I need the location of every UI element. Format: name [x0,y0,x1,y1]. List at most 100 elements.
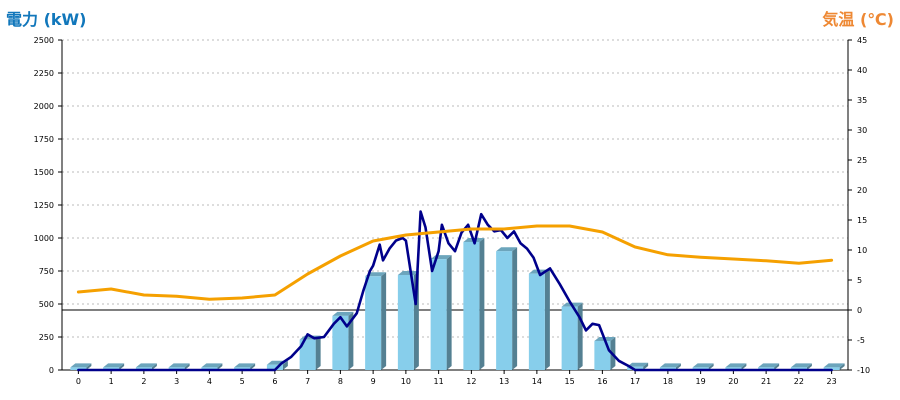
bar-top [659,363,681,368]
bar-side [184,363,190,370]
bar-top [692,363,714,368]
right-tick-label: 20 [857,186,867,195]
x-tick-label: 22 [794,377,804,386]
left-tick-label: 1250 [34,201,54,210]
x-tick-label: 15 [565,377,575,386]
right-tick-label: 40 [857,66,867,75]
right-tick-label: -10 [857,366,870,375]
x-tick-label: 23 [827,377,837,386]
bar [201,367,218,370]
bar-side [479,237,485,370]
bar-side [282,360,288,370]
bar-side [217,363,223,370]
left-tick-label: 1500 [34,168,54,177]
x-tick-label: 6 [272,377,277,386]
bar [70,367,87,370]
bar-top [823,363,845,368]
bar-side [774,363,780,370]
bar-top [201,363,223,368]
x-tick-label: 17 [630,377,640,386]
right-tick-label: 10 [857,246,867,255]
x-tick-label: 1 [109,377,114,386]
x-tick-label: 20 [728,377,738,386]
bar-side [119,363,125,370]
bar [332,315,349,370]
x-tick-label: 10 [401,377,411,386]
x-tick-label: 2 [141,377,146,386]
x-tick-label: 14 [532,377,542,386]
bar-side [250,363,256,370]
bar-side [839,363,845,370]
bar-top [70,363,92,368]
bar [266,364,283,370]
bar-side [544,269,550,370]
bar [103,367,120,370]
bar [561,306,578,370]
bar [823,367,840,370]
left-tick-label: 2000 [34,102,54,111]
bar-top [332,311,354,316]
bar-side [643,362,649,370]
left-tick-label: 2500 [34,36,54,45]
bar-side [675,363,681,370]
power-line [77,210,833,372]
bar [725,367,742,370]
x-tick-label: 11 [434,377,444,386]
x-tick-label: 21 [761,377,771,386]
x-tick-label: 16 [597,377,607,386]
right-tick-label: 45 [857,36,867,45]
bar [594,340,611,370]
bar-side [741,363,747,370]
right-axis-title: 気温 (℃) [822,10,894,29]
right-tick-label: -5 [857,336,865,345]
bar-side [806,363,812,370]
bar-side [86,363,92,370]
bar-top [758,363,780,368]
left-tick-label: 750 [39,267,54,276]
right-tick-label: 15 [857,216,867,225]
bar [234,367,251,370]
bar-side [512,247,518,370]
left-tick-label: 2250 [34,69,54,78]
bar [692,367,709,370]
left-tick-label: 1000 [34,234,54,243]
bar-side [446,255,452,370]
x-tick-label: 5 [240,377,245,386]
bar [299,339,316,370]
bar [463,241,480,370]
bar-top [397,270,419,275]
right-tick-label: 0 [857,306,862,315]
x-tick-label: 4 [207,377,212,386]
bar [430,259,447,370]
bar-top [234,363,256,368]
temperature-line [76,224,834,301]
bar-side [381,272,387,370]
right-tick-label: 25 [857,156,867,165]
bar-top [103,363,125,368]
bar-side [577,302,583,370]
right-tick-label: 5 [857,276,862,285]
bar [135,367,152,370]
bar [528,273,545,370]
x-tick-label: 7 [305,377,310,386]
bar-top [168,363,190,368]
x-tick-label: 3 [174,377,179,386]
bar-side [315,335,321,370]
left-axis-title: 電力 (kW) [6,10,87,29]
bar [790,367,807,370]
bar-side [708,363,714,370]
bar-top [135,363,157,368]
x-tick-label: 13 [499,377,509,386]
left-tick-label: 1750 [34,135,54,144]
bar [168,367,185,370]
right-tick-label: 35 [857,96,867,105]
left-tick-label: 500 [39,300,54,309]
bar-top [790,363,812,368]
x-tick-label: 9 [371,377,376,386]
x-tick-label: 18 [663,377,673,386]
x-tick-label: 0 [76,377,81,386]
bar [397,274,414,370]
bar-top [725,363,747,368]
bar [365,276,382,370]
